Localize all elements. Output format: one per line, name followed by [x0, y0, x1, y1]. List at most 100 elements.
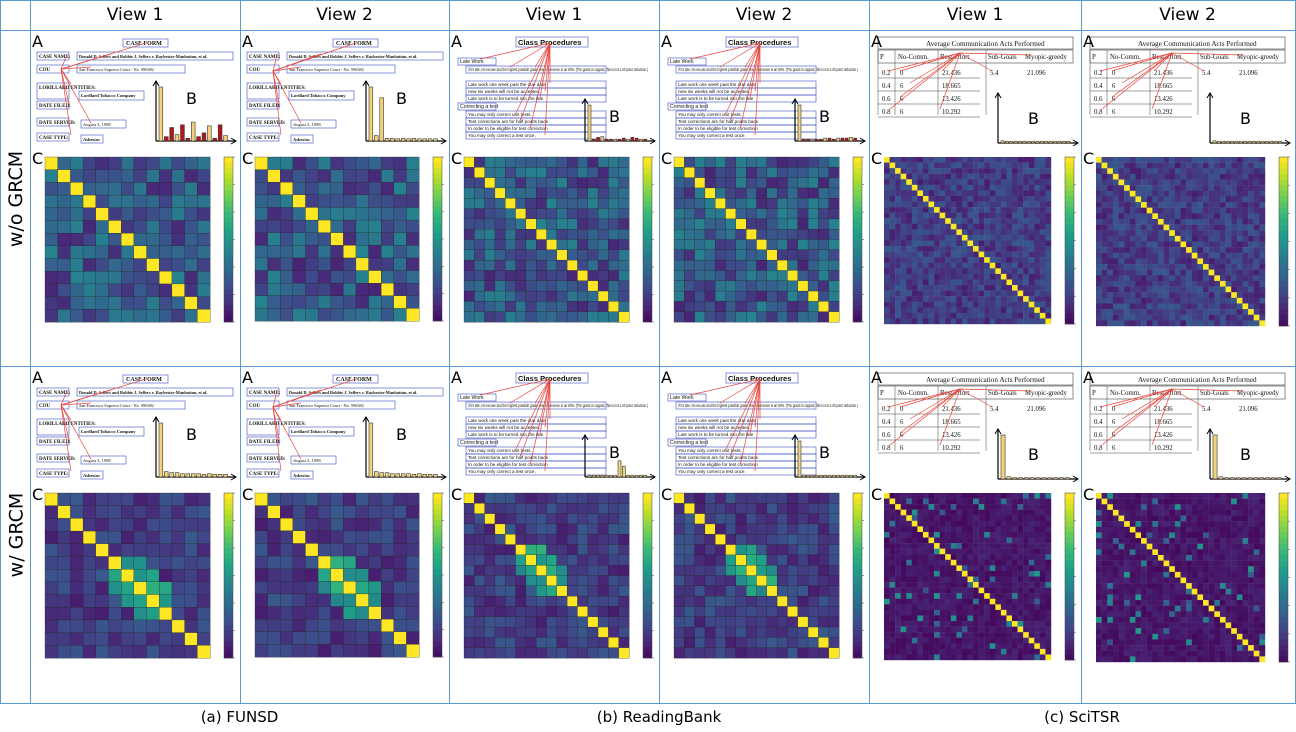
heatmap-cell — [989, 201, 996, 208]
heatmap-cell — [797, 492, 809, 504]
doc-text: Late Work — [670, 395, 694, 401]
heatmap-cell — [494, 167, 506, 178]
heatmap-cell — [1208, 235, 1215, 242]
colorbar-step — [1065, 240, 1074, 247]
heatmap-cell — [1141, 297, 1147, 304]
heatmap-cell — [704, 647, 716, 659]
heatmap-cell — [1225, 303, 1232, 310]
heatmap-cell — [587, 492, 599, 504]
colorbar-step — [224, 614, 233, 620]
heatmap-cell — [967, 195, 974, 202]
heatmap-cell — [934, 279, 940, 286]
heatmap-cell — [1107, 269, 1114, 276]
heatmap-cell — [133, 607, 147, 621]
heatmap-cell — [292, 245, 306, 259]
heatmap-cell — [807, 290, 819, 302]
heatmap-cell — [1006, 504, 1013, 510]
heatmap-cell — [807, 218, 819, 230]
heatmap-cell — [895, 543, 901, 549]
heatmap-cell — [889, 493, 896, 499]
heatmap-cell — [967, 207, 974, 213]
heatmap-cell — [608, 290, 620, 302]
colorbar-step — [1065, 184, 1074, 191]
heatmap-cell — [1028, 201, 1035, 208]
heatmap-cell — [1219, 280, 1226, 287]
heatmap-cell — [1236, 157, 1243, 163]
heatmap-cell — [906, 179, 913, 186]
entity-box — [76, 387, 234, 397]
heatmap-cell — [146, 594, 160, 608]
heatmap-cell — [505, 156, 516, 168]
heatmap-cell — [818, 156, 830, 168]
heatmap-cell — [694, 626, 706, 638]
bar — [801, 138, 806, 142]
bar — [1035, 140, 1040, 144]
heatmap-cell — [906, 229, 913, 236]
heatmap-cell — [463, 513, 475, 525]
heatmap-cell — [1012, 268, 1018, 275]
heatmap-cell — [1214, 264, 1221, 270]
colorbar-step — [643, 168, 652, 174]
bar — [196, 473, 201, 478]
heatmap-cell — [1242, 202, 1249, 208]
panel-a: A CASE FORM CASE NAME: COU LORILLARD ENTITIE… — [241, 367, 449, 485]
panel-b-bar-chart — [581, 434, 656, 481]
heatmap-cell — [1017, 268, 1024, 275]
heatmap-cell — [1039, 262, 1046, 269]
doc-text: No-Comm. — [898, 54, 929, 61]
heatmap-cell — [989, 493, 996, 499]
heatmap-cell — [536, 554, 547, 566]
heatmap-cell — [1208, 190, 1215, 197]
heatmap-cell — [756, 647, 768, 659]
heatmap-cell — [1034, 285, 1041, 291]
entity-box — [246, 468, 280, 478]
colorbar — [1064, 156, 1076, 325]
heatmap-cell — [746, 637, 757, 649]
heatmap-cell — [945, 268, 951, 275]
heatmap-cell — [889, 157, 896, 163]
bar — [180, 473, 185, 478]
heatmap-cell — [546, 280, 558, 292]
heatmap-cell — [1191, 207, 1198, 214]
entity-box — [288, 90, 355, 101]
heatmap-cell — [494, 585, 506, 597]
heatmap-cell — [1006, 257, 1013, 263]
heatmap-cell — [108, 207, 122, 221]
heatmap-cell — [725, 616, 737, 628]
heatmap-cell — [463, 290, 475, 302]
heatmap-cell — [766, 187, 778, 199]
heatmap-cell — [818, 167, 830, 178]
heatmap-cell — [956, 246, 963, 252]
bar — [819, 474, 823, 478]
heatmap-cell — [1112, 230, 1119, 237]
heatmap-cell — [1174, 235, 1181, 242]
heatmap-cell — [577, 156, 589, 168]
heatmap-cell — [694, 606, 706, 618]
heatmap-cell — [108, 156, 122, 171]
heatmap-cell — [967, 537, 974, 544]
heatmap-cell — [1107, 230, 1114, 237]
heatmap-cell — [546, 626, 558, 638]
colorbar-step — [433, 503, 442, 510]
arrow-right-icon — [649, 137, 656, 145]
heatmap-cell — [159, 505, 173, 519]
bar — [217, 124, 223, 142]
doc-text: 13.426 — [1154, 96, 1173, 103]
heatmap-cell — [597, 290, 609, 302]
heatmap-cell — [1039, 548, 1046, 555]
heatmap-cell — [587, 208, 599, 220]
heatmap-cell — [1000, 207, 1007, 213]
heatmap-cell — [922, 262, 929, 269]
doc-text: 0.2 — [882, 406, 891, 413]
heatmap-cell — [577, 239, 589, 251]
heatmap-cell — [934, 273, 940, 280]
heatmap-cell — [973, 201, 979, 208]
heatmap-cell — [1045, 262, 1052, 269]
heatmap-cell — [1219, 286, 1226, 293]
heatmap-cell — [343, 308, 357, 322]
colorbar-step — [224, 168, 233, 174]
doc-text: CASE NAME: — [249, 391, 281, 396]
heatmap-cell — [895, 207, 901, 213]
heatmap-cell — [911, 168, 918, 174]
heatmap-cell — [906, 509, 913, 516]
